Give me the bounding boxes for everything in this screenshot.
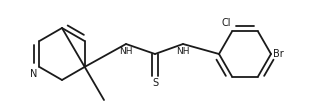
Text: Br: Br — [273, 49, 284, 59]
Text: NH: NH — [176, 47, 190, 56]
Text: NH: NH — [119, 47, 133, 56]
Text: Cl: Cl — [221, 18, 231, 29]
Text: N: N — [30, 69, 37, 79]
Text: S: S — [152, 78, 158, 88]
